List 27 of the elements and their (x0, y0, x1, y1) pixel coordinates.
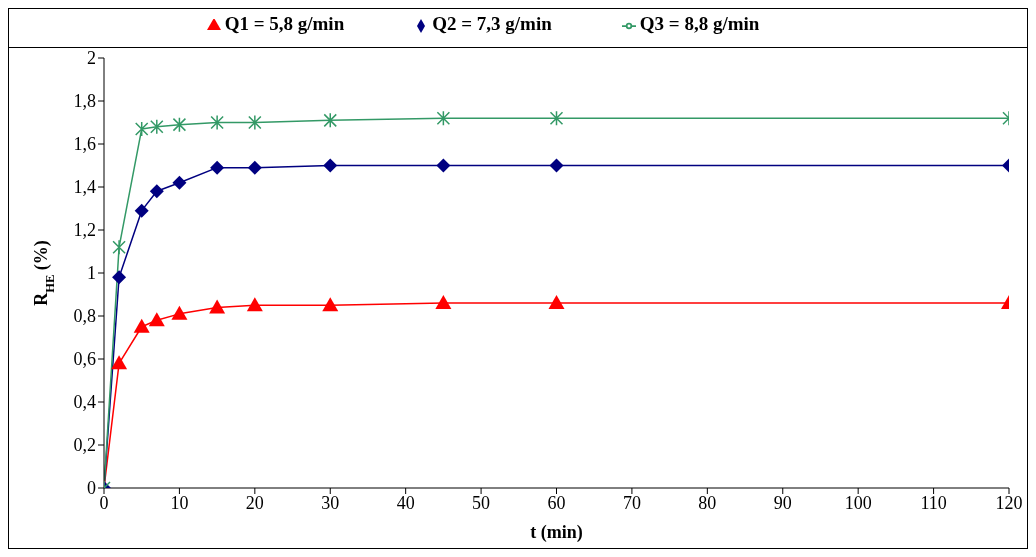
legend-label: Q1 = 5,8 g/min (224, 13, 345, 34)
x-tick-label: 110 (920, 492, 947, 513)
y-tick-label: 1,2 (73, 220, 96, 241)
legend-label: Q3 = 8,8 g/min (639, 13, 760, 34)
x-tick-label: 100 (844, 492, 872, 513)
x-axis-title: t (min) (530, 522, 583, 543)
y-tick-label: 0 (87, 478, 96, 499)
legend-label: Q2 = 7,3 g/min (432, 13, 552, 34)
y-tick-label: 1 (87, 263, 96, 284)
y-tick-label: 0,2 (73, 435, 96, 456)
x-tick-label: 40 (396, 492, 415, 513)
y-tick-label: 2 (87, 48, 96, 69)
y-tick-label: 0,8 (73, 306, 96, 327)
y-tick-label: 1,8 (73, 91, 96, 112)
x-tick-label: 120 (995, 492, 1023, 513)
y-tick-label: 0,6 (73, 349, 96, 370)
y-tick-label: 1,6 (73, 134, 96, 155)
x-tick-label: 90 (773, 492, 792, 513)
y-tick-label: 0,4 (73, 392, 96, 413)
x-tick-label: 70 (622, 492, 641, 513)
x-tick-label: 10 (170, 492, 189, 513)
x-tick-label: 60 (547, 492, 566, 513)
x-tick-label: 30 (321, 492, 340, 513)
x-tick-label: 80 (698, 492, 717, 513)
x-tick-label: 20 (245, 492, 264, 513)
y-tick-label: 1,4 (73, 177, 96, 198)
x-tick-label: 50 (472, 492, 491, 513)
